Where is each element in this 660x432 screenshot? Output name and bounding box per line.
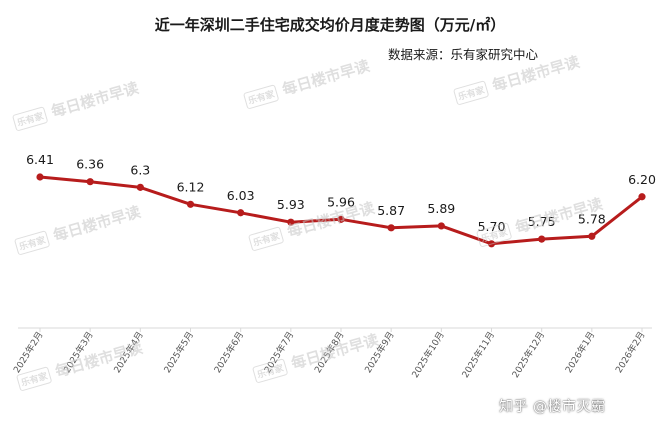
data-point	[36, 173, 44, 181]
data-label: 5.89	[427, 201, 455, 216]
x-tick-label: 2026年2月	[613, 329, 648, 375]
data-label: 5.87	[377, 203, 405, 218]
data-source: 数据来源：乐有家研究中心	[388, 47, 539, 62]
data-point	[437, 222, 445, 230]
data-point	[588, 232, 596, 240]
data-label: 6.12	[177, 179, 205, 194]
data-point	[638, 193, 646, 201]
data-point	[387, 224, 395, 232]
data-point	[337, 215, 345, 223]
x-tick-label: 2025年11月	[459, 329, 497, 380]
data-point	[487, 240, 496, 248]
x-tick-label: 2025年12月	[509, 329, 547, 380]
data-label: 6.03	[227, 188, 255, 203]
data-label: 6.20	[628, 172, 656, 187]
data-label: 6.36	[76, 157, 104, 172]
chart-title: 近一年深圳二手住宅成交均价月度走势图（万元/㎡）	[154, 16, 506, 34]
data-label: 5.78	[578, 211, 606, 226]
data-point	[136, 183, 144, 191]
data-label: 5.75	[528, 214, 556, 229]
data-point	[237, 209, 245, 217]
data-label: 6.3	[130, 162, 150, 177]
data-point	[287, 218, 295, 226]
data-point	[86, 178, 94, 186]
data-point	[186, 200, 195, 208]
data-label: 5.93	[277, 197, 305, 212]
x-tick-label: 2025年6月	[211, 329, 246, 375]
data-label: 5.70	[478, 219, 506, 234]
data-label: 5.96	[327, 194, 355, 209]
x-tick-label: 2026年1月	[562, 329, 597, 375]
data-label: 6.41	[26, 152, 54, 167]
x-tick-label: 2025年10月	[409, 329, 447, 380]
author-credit: 知乎 @楼市灭霸	[499, 399, 606, 415]
data-point	[538, 235, 546, 243]
x-tick-label: 2025年5月	[161, 329, 196, 375]
